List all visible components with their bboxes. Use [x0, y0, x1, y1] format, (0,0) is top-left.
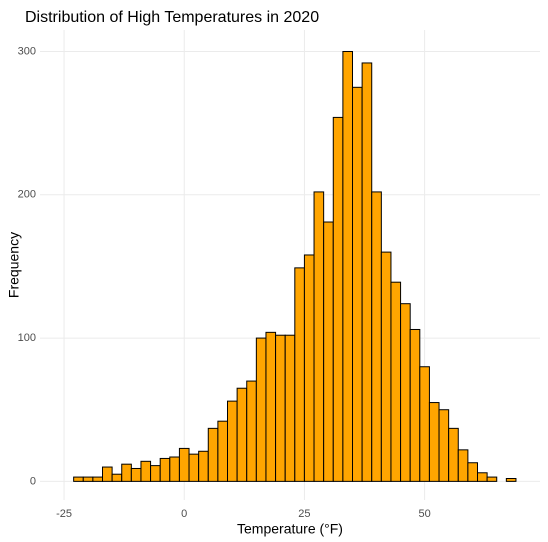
bar — [313, 191, 325, 482]
bar — [303, 254, 315, 482]
bar — [284, 334, 296, 482]
bar — [188, 453, 200, 482]
bar — [400, 303, 411, 482]
bar — [150, 465, 161, 482]
bar — [255, 337, 267, 482]
bar — [438, 409, 450, 482]
bar — [390, 281, 402, 482]
bar — [178, 447, 190, 482]
x-tick-label: -25 — [56, 508, 72, 520]
bar — [169, 456, 180, 482]
bar — [111, 473, 123, 482]
bar — [121, 463, 132, 482]
bar — [159, 457, 171, 482]
bar — [457, 449, 469, 482]
bar — [227, 400, 238, 482]
bar — [246, 380, 257, 482]
bar — [102, 466, 113, 482]
bar — [275, 334, 286, 482]
bar — [73, 476, 84, 482]
bar — [380, 251, 392, 482]
bar — [236, 387, 248, 482]
bar — [92, 476, 103, 482]
bar — [82, 476, 94, 482]
bar — [342, 50, 353, 482]
bar — [217, 420, 228, 482]
bar — [428, 402, 440, 482]
bar — [371, 191, 382, 482]
y-tick-label: 300 — [18, 45, 36, 57]
bar — [332, 116, 344, 482]
bar — [323, 221, 334, 482]
x-tick-label: 25 — [298, 508, 310, 520]
bar — [409, 328, 421, 482]
bar — [198, 450, 209, 482]
y-tick-label: 0 — [30, 475, 36, 487]
bar — [130, 467, 142, 482]
x-axis-label: Temperature (°F) — [237, 521, 343, 537]
bar — [361, 62, 373, 482]
bar — [486, 476, 498, 482]
x-tick-label: 0 — [181, 508, 187, 520]
bar — [467, 462, 478, 482]
x-tick-label: 50 — [418, 508, 430, 520]
bar — [505, 478, 517, 482]
y-tick-label: 200 — [18, 189, 36, 201]
bar — [207, 427, 219, 482]
bar — [352, 86, 363, 482]
bar — [477, 472, 488, 482]
bar — [294, 267, 305, 482]
bar — [265, 331, 277, 482]
y-axis-label: Frequency — [6, 232, 22, 298]
bar — [419, 366, 430, 482]
bar — [448, 427, 459, 482]
y-tick-label: 100 — [18, 332, 36, 344]
chart-title: Distribution of High Temperatures in 202… — [25, 9, 319, 26]
bar — [140, 460, 152, 482]
